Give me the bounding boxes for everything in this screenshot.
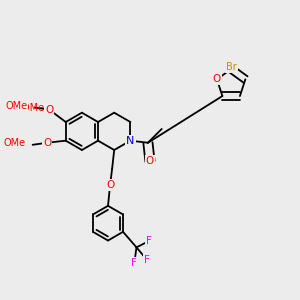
Text: O: O [45, 105, 53, 115]
Text: F: F [146, 236, 152, 246]
Text: Br: Br [226, 62, 236, 72]
Text: N: N [126, 136, 134, 146]
Text: OMe: OMe [22, 103, 50, 112]
Text: F: F [131, 258, 137, 268]
Text: O: O [146, 156, 154, 166]
Text: OMe: OMe [5, 101, 28, 111]
Text: OMe: OMe [3, 138, 26, 148]
Text: F: F [144, 255, 150, 265]
Text: O: O [106, 180, 114, 190]
Text: O: O [213, 74, 221, 84]
Text: O: O [43, 138, 51, 148]
